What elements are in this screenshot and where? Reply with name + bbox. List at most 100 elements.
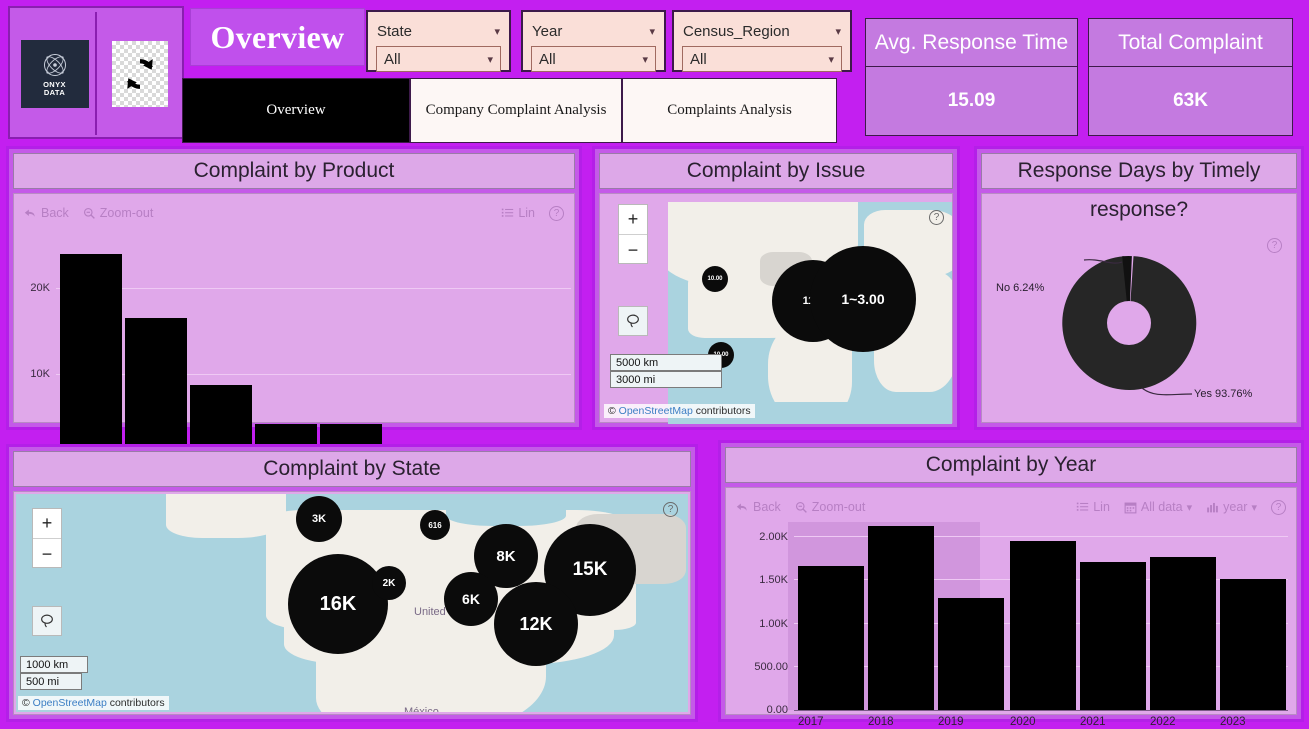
slicer-state[interactable]: State ▾ All ▾ [366,10,511,72]
timely-help-icon[interactable]: ? [1267,238,1282,253]
state-map-zoom-in-button[interactable]: + [33,509,61,539]
slicer-census-region[interactable]: Census_Region ▾ All ▾ [672,10,852,72]
issue-attr-link[interactable]: OpenStreetMap [618,405,693,417]
chevron-down-icon[interactable]: ▾ [835,25,841,38]
bar-2022[interactable] [1150,557,1216,710]
page-title: Overview [210,18,345,55]
state-bubble-il[interactable]: 6K [444,572,498,626]
panel-response-days-timely-title-line2: response? [1089,198,1189,221]
gridline [56,288,571,289]
chevron-down-icon[interactable]: ▾ [494,25,500,38]
issue-map-zoom-out-button[interactable]: − [627,239,639,260]
bar-2019[interactable] [938,598,1004,710]
state-bubble-az[interactable]: 2K [372,566,406,600]
tab-company-complaint-analysis[interactable]: Company Complaint Analysis [410,78,622,143]
panel-complaint-by-product-header: Complaint by Product [13,153,575,189]
state-map-zoom-out-button[interactable]: − [41,543,53,564]
state-map-lasso-button[interactable] [32,606,62,636]
state-help-icon[interactable]: ? [663,502,678,517]
slicer-state-header[interactable]: State ▾ [368,12,509,50]
issue-map-zoom-control[interactable]: + − [618,204,648,264]
slicer-state-label: State [377,22,413,40]
bar-credit-card[interactable] [125,318,187,460]
chevron-down-icon[interactable]: ▾ [642,53,648,66]
product-help-button[interactable]: ? [549,205,564,221]
product-ytick-1: 10K [30,368,50,380]
year-all-data-label: All data [1140,500,1183,514]
issue-help-icon[interactable]: ? [929,210,944,225]
year-category-1: 2018 [868,716,894,728]
slicer-census-region-value: All [690,50,707,68]
refresh-sync-icon[interactable] [123,57,157,91]
state-attr-prefix: © [22,697,33,709]
state-map-canvas[interactable]: United S... México 16K 15K 12K 8K 6K 3K … [16,494,688,712]
onyx-logo-line1: ONYX [43,79,66,89]
slicer-census-region-value-box[interactable]: All ▾ [682,46,842,72]
help-icon[interactable]: ? [549,205,564,221]
bar-checking[interactable] [60,254,122,460]
panel-complaint-by-state-header: Complaint by State [13,451,691,487]
chevron-down-icon[interactable]: ▾ [1251,501,1257,514]
bar-2021[interactable] [1080,562,1146,710]
year-zoom-out-button[interactable]: Zoom-out [795,500,865,514]
product-lin-label: Lin [518,206,535,220]
product-zoom-out-button[interactable]: Zoom-out [83,206,153,220]
slicer-year[interactable]: Year ▾ All ▾ [521,10,666,72]
issue-bubble-2[interactable]: 1~3.00 [810,246,916,352]
tab-complaints-analysis[interactable]: Complaints Analysis [622,78,837,143]
slicer-year-header[interactable]: Year ▾ [523,12,664,50]
year-level-label: year [1223,500,1248,514]
donut-label-yes: Yes 93.76% [1194,388,1253,400]
panel-complaint-by-state-body: United S... México 16K 15K 12K 8K 6K 3K … [13,491,691,715]
year-category-5: 2022 [1150,716,1176,728]
slicer-year-value-box[interactable]: All ▾ [531,46,656,72]
gridline [56,374,571,375]
onyx-logo-line2: DATA [43,88,66,97]
issue-map-canvas[interactable]: 11... 1~3.00 10.00 10.00 ? [668,202,952,424]
year-help-button[interactable]: ? [1271,499,1286,515]
slicer-census-region-header[interactable]: Census_Region ▾ [674,12,850,50]
panel-complaint-by-issue-title: Complaint by Issue [686,159,866,182]
timely-response-donut-chart[interactable] [1060,248,1198,398]
year-lin-button[interactable]: Lin [1076,500,1110,514]
state-bubble-mn[interactable]: 616 [420,510,450,540]
donut-hole [1107,301,1151,345]
issue-bubble-3[interactable]: 10.00 [702,266,728,292]
bar-2017[interactable] [798,566,864,710]
panel-complaint-by-year-title: Complaint by Year [925,453,1097,476]
kpi-avg-response-time-value: 15.09 [947,90,996,111]
refresh-button-container[interactable] [99,12,181,135]
map-water-lakes [446,500,566,526]
issue-map-lasso-button[interactable] [618,306,648,336]
state-bubble-ca[interactable]: 16K [288,554,388,654]
tab-overview[interactable]: Overview [182,78,410,143]
year-category-3: 2020 [1010,716,1036,728]
year-level-dropdown[interactable]: year ▾ [1206,500,1257,514]
product-back-button[interactable]: Back [24,206,69,220]
zoom-out-icon [83,207,95,219]
slicer-year-value: All [539,50,556,68]
bar-2018[interactable] [868,526,934,710]
kpi-card-avg-response-time: Avg. Response Time 15.09 [865,18,1078,136]
chevron-down-icon[interactable]: ▾ [1186,501,1193,514]
year-back-button[interactable]: Back [736,500,781,514]
chevron-down-icon[interactable]: ▾ [828,53,834,66]
tab-bar: Overview Company Complaint Analysis Comp… [182,78,837,143]
product-lin-button[interactable]: Lin [501,206,535,220]
slicer-state-value-box[interactable]: All ▾ [376,46,501,72]
state-bubble-wa[interactable]: 3K [296,496,342,542]
refresh-icon-box[interactable] [112,40,168,107]
bar-2023[interactable] [1220,579,1286,710]
state-map-zoom-control[interactable]: + − [32,508,62,568]
bar-2020[interactable] [1010,541,1076,710]
state-attr-link[interactable]: OpenStreetMap [32,697,107,709]
issue-map-zoom-in-button[interactable]: + [619,205,647,235]
chevron-down-icon[interactable]: ▾ [649,25,655,38]
help-icon[interactable]: ? [1271,499,1286,515]
year-all-data-dropdown[interactable]: All data ▾ [1124,500,1192,514]
list-icon [1077,502,1089,511]
chevron-down-icon[interactable]: ▾ [487,53,493,66]
back-arrow-icon [24,208,35,217]
state-bubble-fl[interactable]: 12K [494,582,578,666]
product-back-label: Back [41,206,69,220]
